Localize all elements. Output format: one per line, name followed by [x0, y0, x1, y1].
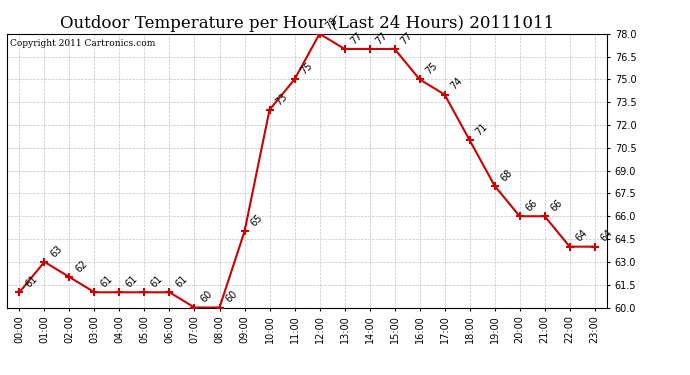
Text: 73: 73: [274, 91, 290, 107]
Text: 65: 65: [248, 213, 264, 229]
Text: 77: 77: [348, 30, 364, 46]
Text: 61: 61: [174, 274, 189, 290]
Text: 61: 61: [148, 274, 164, 290]
Text: 71: 71: [474, 122, 490, 137]
Text: 75: 75: [299, 61, 315, 76]
Text: 64: 64: [574, 228, 589, 244]
Text: 66: 66: [524, 198, 540, 213]
Text: 75: 75: [424, 61, 440, 76]
Text: 66: 66: [549, 198, 564, 213]
Title: Outdoor Temperature per Hour (Last 24 Hours) 20111011: Outdoor Temperature per Hour (Last 24 Ho…: [60, 15, 554, 32]
Text: 74: 74: [448, 76, 464, 92]
Text: 68: 68: [499, 167, 515, 183]
Text: 63: 63: [48, 243, 64, 259]
Text: 61: 61: [99, 274, 115, 290]
Text: 77: 77: [399, 30, 415, 46]
Text: 78: 78: [324, 15, 339, 31]
Text: 61: 61: [124, 274, 139, 290]
Text: 64: 64: [599, 228, 615, 244]
Text: 61: 61: [23, 274, 39, 290]
Text: Copyright 2011 Cartronics.com: Copyright 2011 Cartronics.com: [10, 39, 155, 48]
Text: 77: 77: [374, 30, 390, 46]
Text: 60: 60: [199, 289, 215, 305]
Text: 62: 62: [74, 258, 90, 274]
Text: 60: 60: [224, 289, 239, 305]
